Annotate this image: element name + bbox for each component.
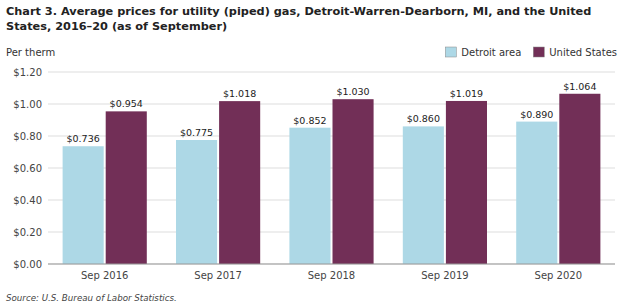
legend-swatch — [533, 47, 544, 57]
y-tick-label: $0.60 — [13, 163, 42, 174]
y-tick-label: $0.00 — [13, 259, 42, 270]
grid-line — [48, 72, 615, 73]
data-label: $1.019 — [450, 88, 483, 99]
bar — [106, 111, 147, 264]
x-tick-label: Sep 2019 — [421, 270, 468, 281]
bar — [333, 99, 374, 264]
bars — [63, 94, 601, 264]
bar — [516, 122, 557, 264]
bar — [559, 94, 600, 264]
data-labels: $0.736 $0.775 $0.852 $0.860 $0.890 $0.954 $1.0… — [67, 81, 597, 144]
source: Source: U.S. Bureau of Labor Statistics. — [6, 293, 177, 303]
y-tick-label: $0.40 — [13, 195, 42, 206]
legend: Detroit area United States — [445, 47, 617, 58]
bar — [289, 128, 330, 264]
data-label: $0.890 — [520, 109, 553, 120]
data-label: $0.860 — [407, 113, 440, 124]
legend-label: Detroit area — [461, 47, 521, 58]
data-label: $1.064 — [563, 81, 596, 92]
data-label: $1.030 — [336, 86, 369, 97]
chart: Chart 3. Average prices for utility (pip… — [0, 0, 625, 307]
y-axis-label: Per therm — [6, 47, 55, 58]
data-label: $1.018 — [223, 88, 256, 99]
y-tick-label: $1.00 — [13, 99, 42, 110]
x-tick-label: Sep 2016 — [81, 270, 128, 281]
bar — [176, 140, 217, 264]
data-label: $0.954 — [110, 98, 143, 109]
data-label: $0.852 — [293, 115, 326, 126]
x-axis-line — [48, 264, 615, 265]
title-line: States, 2016–20 (as of September) — [6, 20, 227, 33]
data-label: $0.775 — [180, 127, 213, 138]
title: Chart 3. Average prices for utility (pip… — [6, 5, 591, 33]
y-tick-label: $1.20 — [13, 67, 42, 78]
x-tick-label: Sep 2017 — [194, 270, 241, 281]
bar — [63, 146, 104, 264]
y-tick-label: $0.80 — [13, 131, 42, 142]
legend-swatch — [445, 47, 456, 57]
y-tick-label: $0.20 — [13, 227, 42, 238]
x-tick-label: Sep 2018 — [308, 270, 355, 281]
bar — [403, 126, 444, 264]
grid-line — [48, 264, 615, 265]
legend-label: United States — [549, 47, 617, 58]
x-tick-label: Sep 2020 — [535, 270, 582, 281]
data-label: $0.736 — [67, 133, 100, 144]
bar — [446, 101, 487, 264]
bar — [219, 101, 260, 264]
title-line: Chart 3. Average prices for utility (pip… — [6, 5, 591, 18]
